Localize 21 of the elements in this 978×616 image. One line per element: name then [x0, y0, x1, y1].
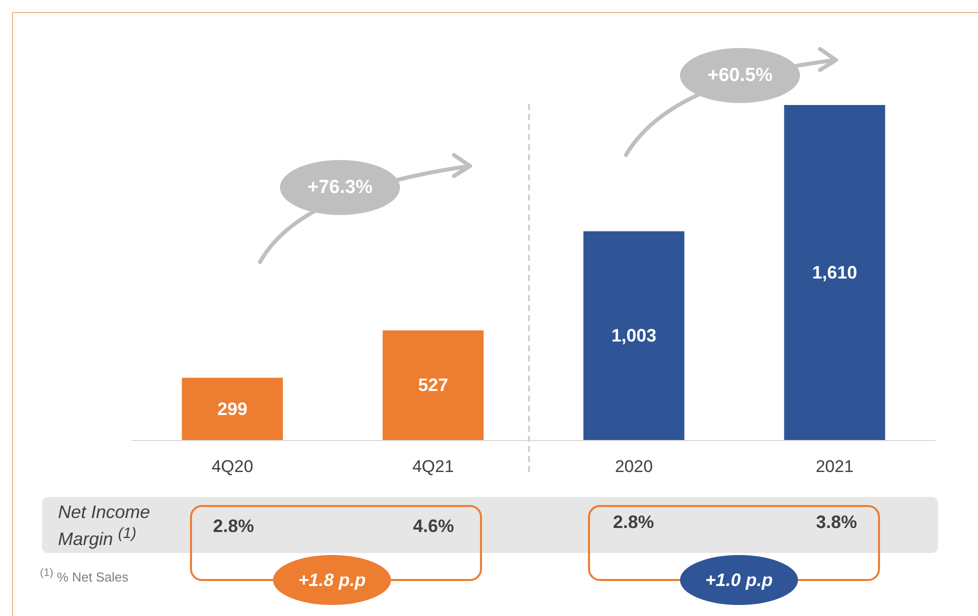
- bar: [182, 378, 283, 440]
- text: +1.0 p.p: [680, 555, 798, 605]
- data-label: 1,610: [812, 262, 858, 282]
- text: +1.8 p.p: [273, 555, 391, 605]
- data-label: 1,003: [611, 326, 656, 346]
- x-tick-label: 4Q21: [412, 457, 454, 476]
- text: $^{(1)}$ % Net Sales: [40, 567, 128, 584]
- data-label: 299: [217, 398, 248, 419]
- text: 2.8%: [613, 512, 654, 533]
- text: 2.8%: [213, 516, 254, 537]
- text: +60.5%: [680, 48, 800, 103]
- bar: [382, 330, 484, 440]
- text: 3.8%: [816, 512, 858, 533]
- text: Net Income Margin $^{(1)}$: [58, 502, 152, 550]
- bar: [583, 231, 684, 440]
- x-tick-label: 2021: [816, 457, 854, 476]
- data-label: 527: [418, 375, 448, 396]
- text: 4.6%: [413, 516, 454, 537]
- annotation: +76.3%: [280, 160, 400, 215]
- x-tick-label: 4Q20: [212, 457, 254, 476]
- x-tick-label: 2020: [614, 457, 653, 476]
